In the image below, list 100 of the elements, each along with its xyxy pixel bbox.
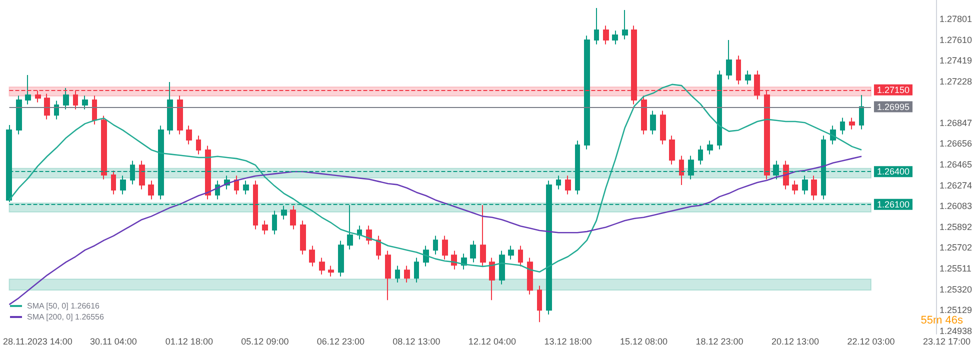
candlestick [414, 257, 419, 283]
candlestick [603, 25, 609, 45]
legend-label: SMA [200, 0] 1.26556 [27, 312, 104, 322]
candlestick [272, 210, 277, 235]
ref-line-label: 1.27150 [876, 84, 910, 95]
candlestick [16, 95, 22, 135]
candlestick [470, 240, 476, 263]
candlestick [565, 175, 571, 195]
y-tick-label: 1.24938 [939, 326, 972, 336]
candlestick [376, 235, 381, 260]
candlestick [92, 95, 97, 125]
candlestick [669, 135, 675, 165]
candlestick [253, 180, 258, 230]
x-tick-label: 30.11 04:00 [90, 336, 137, 346]
y-tick-label: 1.27801 [939, 14, 972, 24]
candlestick [745, 70, 751, 85]
candlestick [167, 82, 173, 135]
x-tick-label: 28.11.2023 14:00 [2, 336, 72, 346]
candlestick [300, 220, 306, 255]
x-tick-label: 20.12 13:00 [771, 336, 819, 346]
candlestick [698, 145, 703, 165]
candlestick [442, 235, 448, 260]
ref-line-label: 1.26995 [876, 102, 910, 112]
candlestick [234, 175, 239, 195]
ref-line-label: 1.26100 [876, 199, 910, 210]
candlestick [101, 115, 107, 180]
candlestick [186, 125, 192, 145]
candlestick [25, 74, 31, 105]
y-tick-label: 1.25511 [939, 264, 972, 274]
candlestick [811, 175, 817, 201]
candlestick [290, 205, 296, 230]
y-tick-label: 1.26083 [939, 201, 972, 212]
candlestick [612, 30, 618, 45]
candlestick [338, 240, 344, 277]
y-tick-label: 1.26274 [939, 180, 972, 190]
candlestick [243, 180, 249, 195]
y-tick-label: 1.26465 [939, 160, 972, 170]
line-series [8, 84, 862, 273]
candlestick [792, 180, 798, 195]
candlestick [63, 88, 69, 110]
y-tick-label: 1.25129 [939, 305, 972, 316]
x-tick-label: 06.12 23:00 [316, 336, 364, 346]
x-tick-label: 13.12 18:00 [544, 336, 592, 346]
candlestick [859, 94, 864, 130]
x-tick-label: 23.12 17:00 [922, 336, 971, 346]
candlestick [518, 245, 523, 267]
x-tick-label: 08.12 13:00 [392, 336, 440, 346]
candlestick [309, 245, 315, 267]
ref-line-label: 1.26400 [876, 166, 910, 177]
candlestick [622, 10, 628, 40]
candlestick [707, 140, 713, 155]
annotation: 55m 46s [920, 314, 964, 326]
candlestick [508, 245, 514, 260]
candlestick [205, 145, 211, 200]
candlestick [660, 110, 666, 145]
candlestick [44, 93, 50, 120]
x-tick-label: 05.12 09:00 [241, 336, 289, 346]
candlestick [120, 175, 126, 195]
x-tick-label: 18.12 23:00 [696, 336, 744, 346]
candlestick [802, 175, 808, 195]
candlestick [262, 220, 268, 235]
y-tick-label: 1.27228 [939, 76, 972, 86]
candlestick [584, 35, 590, 150]
candlestick [736, 55, 741, 85]
candlestick [139, 160, 145, 190]
y-tick-label: 1.25320 [939, 284, 972, 294]
candlestick [319, 257, 325, 275]
x-tick-label: 22.12 03:00 [847, 336, 895, 346]
candlestick [433, 235, 438, 255]
candlestick [385, 250, 391, 301]
candlestick [556, 175, 561, 190]
candlestick [328, 265, 334, 277]
candlestick [54, 100, 59, 120]
candlestick [148, 180, 154, 200]
candlestick [489, 257, 495, 301]
candlestick [82, 95, 88, 110]
candlestick [423, 245, 429, 267]
candlestick [783, 160, 789, 190]
candlestick [499, 250, 505, 285]
candlestick [196, 135, 201, 155]
legend-label: SMA [50, 0] 1.26616 [27, 302, 100, 310]
y-tick-label: 1.25892 [939, 222, 972, 232]
candlestick [641, 95, 647, 135]
candlestick [849, 117, 855, 130]
candlestick [111, 170, 116, 195]
candlestick [480, 204, 486, 267]
candlestick [594, 7, 599, 45]
candlestick [650, 110, 656, 135]
candlestick [679, 155, 684, 186]
candlestick [537, 285, 542, 323]
y-tick-label: 1.26656 [939, 138, 972, 149]
candlestick [527, 257, 533, 295]
y-tick-label: 1.26847 [939, 118, 972, 128]
candlestick [404, 265, 410, 283]
y-tick-label: 1.25702 [939, 242, 972, 253]
candlestick [840, 117, 845, 135]
x-tick-label: 12.12 04:00 [468, 336, 516, 346]
x-tick-label: 15.12 08:00 [620, 336, 668, 346]
candlestick [726, 39, 732, 80]
candlestick [717, 70, 722, 150]
